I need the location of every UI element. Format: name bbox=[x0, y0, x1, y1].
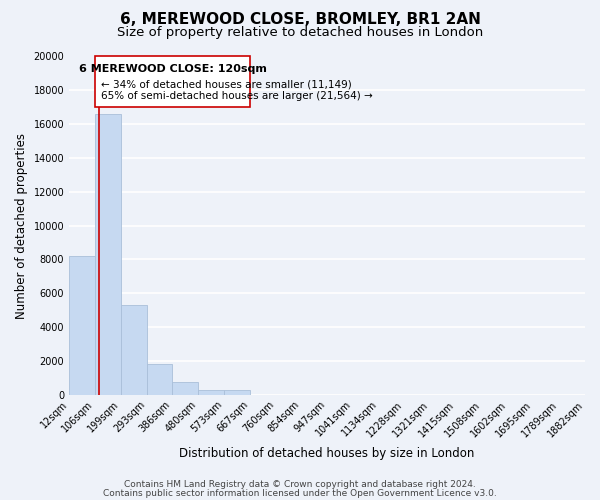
Bar bbox=[147, 364, 172, 394]
Text: 65% of semi-detached houses are larger (21,564) →: 65% of semi-detached houses are larger (… bbox=[101, 91, 373, 101]
Text: 6, MEREWOOD CLOSE, BROMLEY, BR1 2AN: 6, MEREWOOD CLOSE, BROMLEY, BR1 2AN bbox=[119, 12, 481, 28]
Bar bbox=[95, 114, 121, 394]
Text: Contains HM Land Registry data © Crown copyright and database right 2024.: Contains HM Land Registry data © Crown c… bbox=[124, 480, 476, 489]
Bar bbox=[224, 390, 250, 394]
Y-axis label: Number of detached properties: Number of detached properties bbox=[15, 132, 28, 318]
X-axis label: Distribution of detached houses by size in London: Distribution of detached houses by size … bbox=[179, 447, 475, 460]
Text: ← 34% of detached houses are smaller (11,149): ← 34% of detached houses are smaller (11… bbox=[101, 80, 352, 90]
Bar bbox=[121, 305, 146, 394]
Text: Size of property relative to detached houses in London: Size of property relative to detached ho… bbox=[117, 26, 483, 39]
Bar bbox=[70, 256, 95, 394]
Text: Contains public sector information licensed under the Open Government Licence v3: Contains public sector information licen… bbox=[103, 488, 497, 498]
FancyBboxPatch shape bbox=[95, 56, 250, 107]
Bar bbox=[172, 382, 198, 394]
Text: 6 MEREWOOD CLOSE: 120sqm: 6 MEREWOOD CLOSE: 120sqm bbox=[79, 64, 266, 74]
Bar bbox=[199, 390, 224, 394]
